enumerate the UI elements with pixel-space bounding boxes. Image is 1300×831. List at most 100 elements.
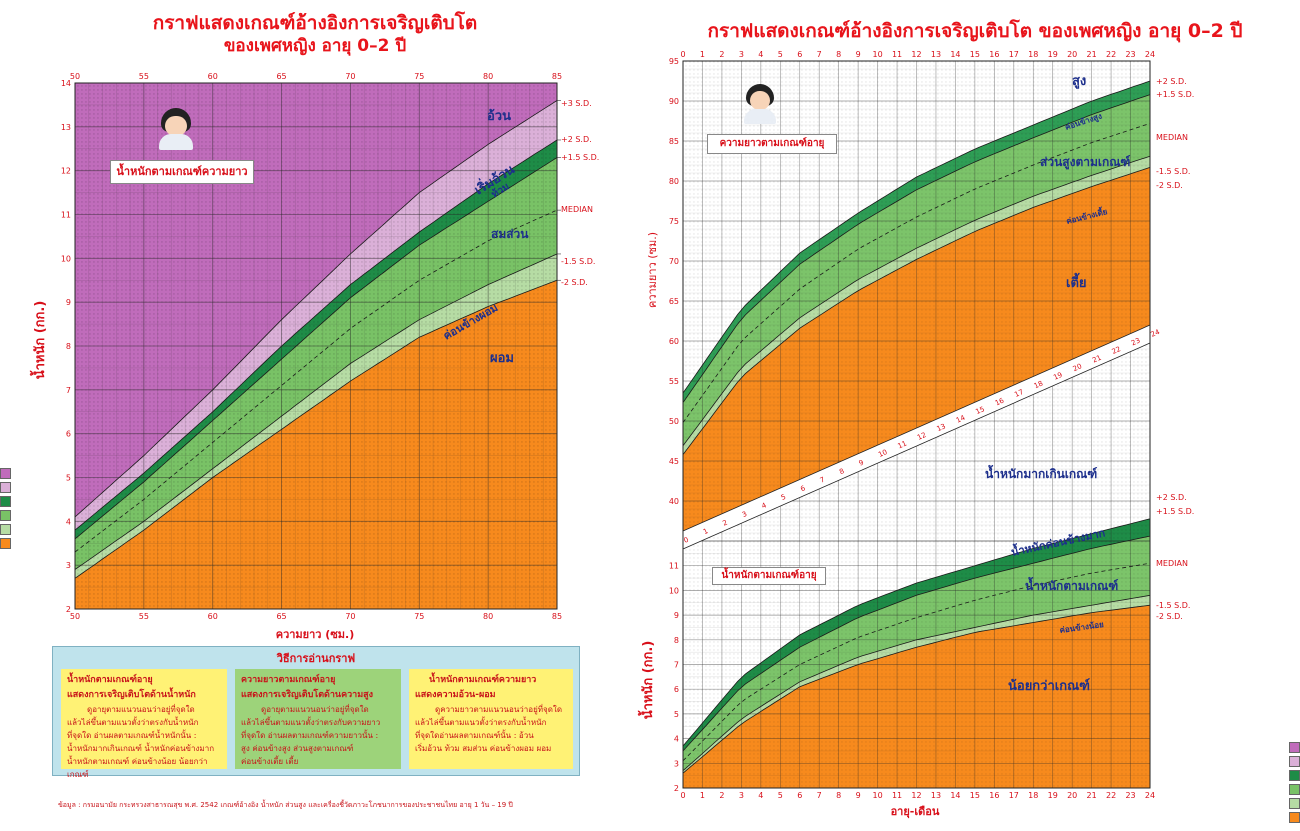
box-line: ดูอายุตามแนวนอนว่าอยู่ที่จุดใด: [261, 705, 369, 714]
diagonal-age-label: 8: [838, 467, 845, 476]
age-tick-top: 24: [1145, 50, 1155, 59]
length-y-tick: 40: [669, 497, 679, 506]
age-tick-bottom: 21: [1087, 791, 1097, 800]
box-line: เริ่มอ้วน ท้วม สมส่วน ค่อนข้างผอม ผอม: [415, 744, 552, 753]
age-tick-top: 23: [1125, 50, 1135, 59]
age-tick-bottom: 11: [892, 791, 902, 800]
age-tick-bottom: 13: [931, 791, 941, 800]
child-avatar-left: [155, 104, 197, 152]
age-tick-bottom: 2: [719, 791, 724, 800]
x-tick-label-top: 85: [552, 72, 562, 81]
diagonal-age-label: 18: [1033, 379, 1044, 390]
diagonal-age-label: 22: [1111, 345, 1122, 356]
zone-label-overweight-start: เริ่มอ้วน: [471, 160, 518, 199]
age-tick-bottom: 24: [1145, 791, 1155, 800]
x-tick-label-top: 55: [139, 72, 149, 81]
age-tick-top: 6: [797, 50, 802, 59]
weight-y-tick: 8: [674, 636, 679, 645]
age-diagonal-strip: [682, 324, 1151, 550]
x-tick-label-top: 75: [414, 72, 424, 81]
diagonal-age-label: 17: [1013, 388, 1024, 399]
age-tick-top: 18: [1028, 50, 1038, 59]
age-tick-bottom: 0: [680, 791, 685, 800]
box-subheading: แสดงความอ้วน-ผอม: [415, 690, 496, 700]
length-sd-curve: [682, 123, 1151, 423]
length-sd-plus1-5: +1.5 S.D.: [1156, 90, 1194, 99]
age-tick-bottom: 6: [797, 791, 802, 800]
box-line: น้ำหนักมากเกินเกณฑ์ น้ำหนักค่อนข้างมาก: [67, 744, 215, 753]
y-tick-label: 5: [66, 474, 71, 483]
age-tick-top: 0: [680, 50, 685, 59]
weight-age-ylabel: น้ำหนัก (กก.): [637, 641, 656, 720]
age-tick-bottom: 12: [911, 791, 921, 800]
length-zone-rather-short: ค่อนข้างเตี้ย: [1065, 205, 1109, 226]
diagonal-age-label: 21: [1091, 354, 1102, 365]
weight-y-tick: 3: [674, 759, 679, 768]
weight-y-tick: 2: [674, 784, 679, 793]
length-sd-plus2: +2 S.D.: [1156, 77, 1187, 86]
zone-slightly-thin: [75, 254, 557, 579]
weight-sd-curve: [682, 562, 1151, 762]
diagonal-age-label: 5: [780, 493, 787, 502]
length-sd-curve: [682, 167, 1151, 455]
y-tick-label: 2: [66, 605, 71, 614]
age-tick-bottom: 19: [1048, 791, 1058, 800]
age-tick-top: 14: [950, 50, 960, 59]
length-zone-tall: สูง: [1072, 74, 1086, 89]
length-y-tick: 45: [669, 457, 679, 466]
how-to-read-title: วิธีการอ่านกราฟ: [276, 652, 356, 665]
weight-y-tick: 11: [669, 562, 679, 571]
age-tick-bottom: 20: [1067, 791, 1077, 800]
weight-zone-rather-little-band: [683, 595, 1150, 774]
age-tick-top: 19: [1048, 50, 1058, 59]
length-zone-rather-short-band: [683, 156, 1150, 455]
length-zone-short-band: [683, 167, 1150, 531]
box-line: ที่จุดใด อ่านผลตามเกณฑ์ความยาวนั้น :: [241, 731, 379, 740]
age-tick-bottom: 8: [836, 791, 841, 800]
length-y-tick: 50: [669, 417, 679, 426]
age-tick-top: 13: [931, 50, 941, 59]
age-tick-top: 5: [778, 50, 783, 59]
diagonal-age-label: 9: [858, 458, 865, 467]
right-chart-title: กราฟแสดงเกณฑ์อ้างอิงการเจริญเติบโต ของเพ…: [707, 20, 1243, 42]
age-tick-top: 17: [1009, 50, 1019, 59]
age-tick-bottom: 17: [1009, 791, 1019, 800]
age-tick-top: 2: [719, 50, 724, 59]
sd-curve: [74, 253, 558, 570]
age-tick-bottom: 10: [872, 791, 882, 800]
length-zone-rather-tall-band: [683, 81, 1150, 403]
x-tick-label: 55: [139, 612, 149, 621]
zone-chubby: [75, 140, 557, 539]
diagonal-age-label: 14: [955, 414, 967, 425]
left-chart-title-line1: กราฟแสดงเกณฑ์อ้างอิงการเจริญเติบโต: [152, 12, 478, 34]
length-y-tick: 80: [669, 177, 679, 186]
age-tick-top: 9: [856, 50, 861, 59]
sd-label-plus2: +2 S.D.: [561, 135, 592, 144]
box-heading: น้ำหนักตามเกณฑ์ความยาว: [429, 675, 537, 685]
age-tick-top: 22: [1106, 50, 1116, 59]
age-tick-top: 8: [836, 50, 841, 59]
weight-sd-curve: [682, 518, 1151, 747]
zone-thin: [75, 280, 557, 609]
length-ylabel: ความยาว (ซม.): [646, 232, 659, 308]
y-tick-label: 6: [66, 430, 71, 439]
weight-sd-plus2: +2 S.D.: [1156, 493, 1187, 502]
x-tick-label: 80: [483, 612, 493, 621]
box-line: ดูอายุตามแนวนอนว่าอยู่ที่จุดใด: [87, 705, 195, 714]
diagonal-age-label: 23: [1130, 336, 1141, 347]
x-tick-label-top: 50: [70, 72, 80, 81]
length-y-tick: 95: [669, 57, 679, 66]
length-sd-curve: [682, 80, 1151, 394]
diagonal-age-label: 16: [994, 396, 1006, 407]
weight-zone-rather-much-band: [683, 518, 1150, 751]
y-tick-label: 14: [61, 79, 71, 88]
weight-y-tick: 6: [674, 685, 679, 694]
weight-y-tick: 5: [674, 710, 679, 719]
how-to-box-weight-length: น้ำหนักตามเกณฑ์ความยาว แสดงความอ้วน-ผอม …: [409, 669, 573, 769]
zone-proportional: [75, 157, 557, 570]
sd-label-median: MEDIAN: [561, 205, 593, 214]
sd-label-minus1-5: -1.5 S.D.: [561, 257, 595, 266]
age-tick-bottom: 7: [817, 791, 822, 800]
diagonal-age-label: 10: [877, 448, 888, 459]
length-y-tick: 85: [669, 137, 679, 146]
